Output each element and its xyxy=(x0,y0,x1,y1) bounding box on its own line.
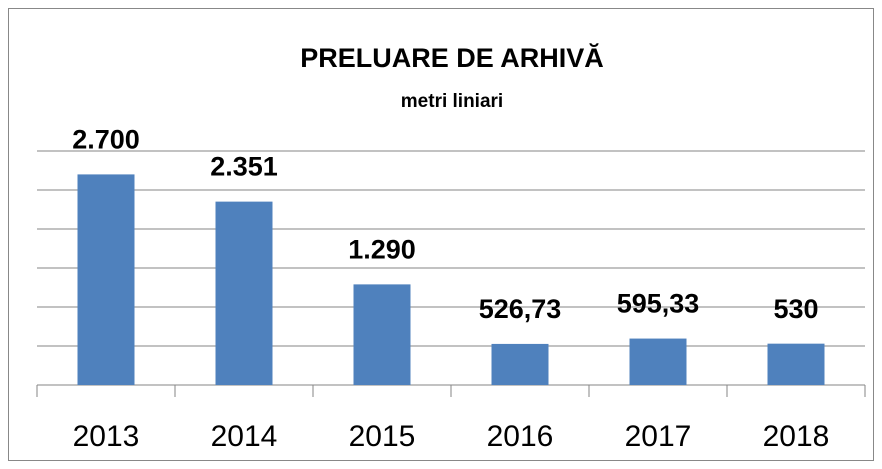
data-label: 1.290 xyxy=(348,235,416,265)
x-tick-label: 2018 xyxy=(763,420,830,453)
bar xyxy=(491,343,549,385)
bar xyxy=(767,343,825,385)
data-label: 530 xyxy=(773,294,818,324)
bar xyxy=(215,201,273,385)
x-tick-label: 2013 xyxy=(73,420,140,453)
bar xyxy=(353,284,411,385)
x-tick-label: 2016 xyxy=(487,420,554,453)
data-label: 595,33 xyxy=(617,289,700,319)
chart-subtitle: metri liniari xyxy=(401,91,503,112)
x-tick-label: 2014 xyxy=(211,420,278,453)
data-label: 2.351 xyxy=(210,152,278,182)
data-label: 526,73 xyxy=(479,294,562,324)
chart-frame xyxy=(8,8,874,461)
bar xyxy=(77,174,135,385)
x-tick-label: 2015 xyxy=(349,420,416,453)
x-tick-label: 2017 xyxy=(625,420,692,453)
chart-title: PRELUARE DE ARHIVĂ xyxy=(300,42,604,73)
data-label: 2.700 xyxy=(72,125,140,155)
bar xyxy=(629,338,687,385)
